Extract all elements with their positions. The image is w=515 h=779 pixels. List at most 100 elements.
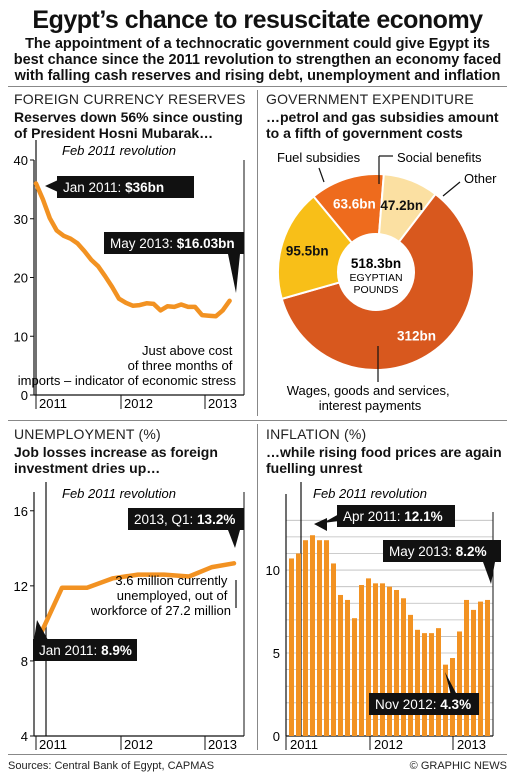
top-divider	[8, 86, 507, 87]
inflation-bar	[429, 633, 434, 736]
inflation-low-callout: Nov 2012: 4.3%	[369, 672, 479, 715]
inflation-bar	[380, 583, 385, 736]
svg-text:Apr 2011: 12.1%: Apr 2011: 12.1%	[343, 509, 443, 524]
inflation-bar	[401, 598, 406, 736]
page-subtitle: The appointment of a technocratic govern…	[13, 36, 502, 84]
inflation-x-tick-label: 2011	[290, 737, 318, 752]
svg-text:May 2013: 8.2%: May 2013: 8.2%	[389, 544, 487, 559]
fuel-subsidies-label: Fuel subsidies	[277, 150, 361, 165]
reserves-heading: FOREIGN CURRENCY RESERVES	[14, 91, 246, 107]
inflation-bar	[422, 633, 427, 736]
expenditure-donut: 63.6bn 47.2bn 312bn 95.5bn 518.3bn EGYPTIAN…	[277, 150, 497, 413]
inflation-bar	[331, 563, 336, 736]
inflation-end-callout: May 2013: 8.2%	[383, 540, 501, 584]
other-label: Other	[464, 171, 497, 186]
inflation-bar	[373, 583, 378, 736]
expenditure-heading: GOVERNMENT EXPENDITURE	[266, 91, 474, 107]
inflation-bar	[471, 609, 476, 736]
inflation-bar	[485, 599, 490, 736]
svg-text:Nov 2012: 4.3%: Nov 2012: 4.3%	[375, 697, 471, 712]
reserves-chart: 0 10 20 30 40 2011 2012 2013 Feb 2011 revolutio…	[14, 140, 245, 411]
svg-text:May 2013: $16.03bn: May 2013: $16.03bn	[110, 236, 235, 251]
unemployment-y-tick-label: 16	[14, 504, 28, 519]
inflation-bar	[303, 540, 308, 736]
reserves-x-tick-label: 2013	[208, 396, 237, 411]
sources-text: Sources: Central Bank of Egypt, CAPMAS	[8, 760, 215, 772]
unemployment-start-callout: Jan 2011: 8.9%	[33, 620, 137, 661]
donut-slice-label: 312bn	[397, 328, 436, 343]
unemployment-subheading: Job losses increase as foreign investmen…	[14, 444, 218, 476]
inflation-peak-callout: Apr 2011: 12.1%	[314, 505, 455, 531]
reserves-y-tick-label: 10	[14, 329, 28, 344]
inflation-bar	[345, 599, 350, 736]
reserves-series-line	[33, 181, 232, 319]
unemployment-event-label: Feb 2011 revolution	[62, 486, 176, 501]
inflation-bar	[394, 589, 399, 736]
svg-text:Jan 2011: 8.9%: Jan 2011: 8.9%	[39, 643, 132, 658]
reserves-event-label: Feb 2011 revolution	[62, 143, 176, 158]
inflation-bar	[387, 586, 392, 736]
inflation-bar	[436, 628, 441, 736]
unemployment-heading: UNEMPLOYMENT (%)	[14, 426, 161, 442]
inflation-bar	[296, 553, 301, 736]
column-divider-bottom	[257, 424, 258, 750]
reserves-x-tick-label: 2011	[39, 396, 67, 411]
inflation-y-tick-label: 0	[273, 729, 280, 744]
bottom-divider	[8, 754, 507, 755]
reserves-note: Just above cost of three months of impor…	[18, 343, 237, 388]
unemployment-y-tick-label: 4	[21, 729, 28, 744]
unemployment-end-callout: 2013, Q1: 13.2%	[128, 508, 244, 548]
reserves-subheading: Reserves down 56% since ousting of Presi…	[14, 109, 243, 141]
inflation-bar	[289, 558, 294, 736]
donut-slice-label: 63.6bn	[333, 196, 376, 211]
inflation-bar	[478, 601, 483, 736]
page-title: Egypt’s chance to resuscitate economy	[32, 6, 483, 34]
donut-center-value: 518.3bn	[351, 256, 401, 271]
svg-text:2013, Q1: 13.2%: 2013, Q1: 13.2%	[134, 512, 235, 527]
inflation-y-tick-label: 10	[266, 563, 280, 578]
donut-center-unit-1: EGYPTIAN	[349, 272, 402, 284]
inflation-heading: INFLATION (%)	[266, 426, 367, 442]
donut-slice-label: 47.2bn	[380, 198, 423, 213]
inflation-bar	[310, 535, 315, 736]
donut-slice-label: 95.5bn	[286, 244, 329, 259]
inflation-bar	[324, 540, 329, 736]
unemployment-chart: 4 8 12 16 2011 2012 2013 Feb 2011 revolution 2…	[14, 482, 245, 752]
column-divider-top	[257, 90, 258, 416]
inflation-bar	[317, 540, 322, 736]
unemployment-x-tick-label: 2013	[208, 737, 237, 752]
reserves-y-tick-label: 0	[21, 388, 28, 403]
inflation-y-tick-label: 5	[273, 646, 280, 661]
inflation-bar	[415, 629, 420, 736]
expenditure-subheading: …petrol and gas subsidies amount to a fi…	[266, 109, 499, 141]
inflation-bar	[352, 618, 357, 736]
inflation-bar	[464, 599, 469, 736]
unemployment-series-line	[33, 561, 237, 647]
unemployment-note: 3.6 million currently unemployed, out of…	[90, 573, 231, 618]
unemployment-y-tick-label: 12	[14, 579, 28, 594]
inflation-chart: 0 5 10 2011 2012 2013 Feb 2011 revolution Apr…	[266, 482, 501, 752]
inflation-event-label: Feb 2011 revolution	[313, 486, 427, 501]
donut-hole	[338, 234, 414, 310]
reserves-end-callout: May 2013: $16.03bn	[104, 232, 244, 293]
unemployment-y-tick-label: 8	[21, 654, 28, 669]
reserves-x-tick-label: 2012	[124, 396, 153, 411]
inflation-bar	[338, 594, 343, 736]
reserves-y-tick-label: 20	[14, 271, 28, 286]
inflation-bar	[366, 578, 371, 736]
inflation-bar	[359, 585, 364, 736]
wages-label: Wages, goods and services, interest paym…	[287, 383, 453, 413]
middle-divider	[8, 420, 507, 421]
unemployment-x-tick-label: 2012	[124, 737, 153, 752]
reserves-y-tick-label: 30	[14, 212, 28, 227]
inflation-bar	[408, 614, 413, 736]
svg-text:Jan 2011: $36bn: Jan 2011: $36bn	[63, 180, 164, 195]
inflation-bar	[457, 631, 462, 736]
donut-center-unit-2: POUNDS	[354, 284, 399, 296]
reserves-start-callout: Jan 2011: $36bn	[45, 176, 194, 198]
reserves-y-tick-label: 40	[14, 153, 28, 168]
inflation-x-tick-label: 2012	[374, 737, 403, 752]
inflation-subheading: …while rising food prices are again fuel…	[266, 444, 502, 476]
credit-text: © GRAPHIC NEWS	[409, 760, 507, 772]
inflation-x-tick-label: 2013	[457, 737, 486, 752]
